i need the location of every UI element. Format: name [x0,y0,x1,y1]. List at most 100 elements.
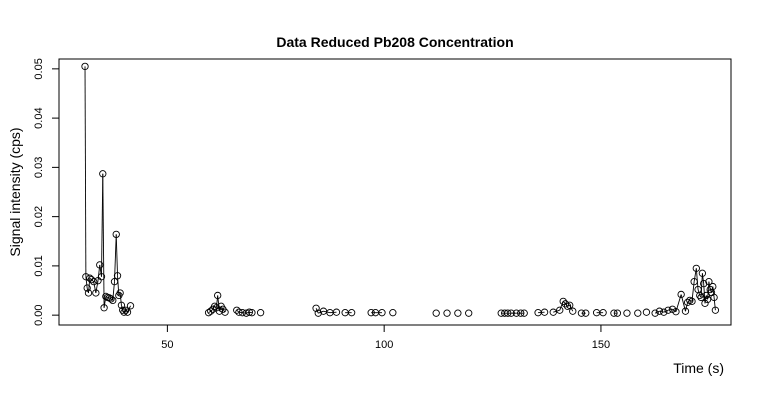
series-line-segment [315,308,319,314]
series-line-segment [693,268,697,282]
series-line-segment [103,296,107,308]
data-point [81,62,89,71]
data-point [701,299,709,307]
series-line-segment [102,173,105,308]
x-axis: 50 100 150 [161,325,610,351]
data-point [113,272,122,280]
series-line-segment [675,294,682,312]
data-point [540,308,549,316]
data-point [664,306,672,314]
data-point [443,309,451,317]
series-line-segment [220,306,224,310]
data-point [569,307,577,315]
data-point [389,309,397,317]
data-point [677,290,685,299]
data-point [117,301,126,309]
data-point [681,307,690,315]
x-tick-label: 50 [161,339,173,351]
data-point [577,309,586,317]
series-line-segment [663,309,669,313]
series-line-segment [701,273,705,284]
series-line-segment [700,273,703,298]
data-point [692,264,700,273]
chart-title: Data Reduced Pb208 Concentration [276,34,513,50]
data-point [207,307,215,315]
data-point [520,309,528,317]
data-point [623,309,631,317]
data-point [454,309,462,317]
data-point [332,308,341,316]
series-line-segment [318,310,324,314]
data-point [126,302,135,310]
series-line-segment [562,301,566,305]
data-point [711,306,720,314]
data-point [700,279,708,288]
data-point [512,309,521,317]
data-point [256,309,265,317]
data-point [83,284,91,292]
data-point [245,308,253,316]
data-point [655,307,664,315]
data-point [634,309,642,317]
data-point [314,309,322,317]
data-point [610,309,618,317]
y-axis: 0.00 0.01 0.02 0.03 0.04 0.05 [33,58,59,326]
data-point [672,308,680,316]
series-line-segment [115,234,118,276]
data-point [507,309,515,317]
series-line-segment [668,308,673,311]
data-point [465,309,473,317]
data-point [122,306,130,314]
data-point [561,300,570,308]
series-line-segment [91,279,94,282]
data-point [221,308,229,316]
data-point [242,309,250,317]
data-point [99,170,107,178]
data-point [690,278,698,286]
series-line-segment [119,292,122,306]
data-point [116,289,124,297]
data-point [517,309,525,317]
data-point [120,308,128,316]
data-point [651,309,659,317]
data-point [698,269,707,277]
data-point [92,289,100,297]
series-line-segment [659,310,664,313]
data-point [248,309,256,317]
plot-frame [58,58,732,326]
data-point [504,309,512,317]
data-point [112,230,120,239]
data-point [82,273,90,281]
data-point [660,308,668,316]
data-point [214,291,222,300]
data-point [107,295,115,303]
series-line-segment [685,302,689,312]
x-tick-label: 150 [592,339,610,351]
data-point [556,306,564,314]
data-point [688,297,696,306]
x-axis-label: Time (s) [673,360,724,376]
series-line-segment [713,297,716,311]
data-point [705,278,713,286]
data-point [235,308,243,316]
series-points [81,62,720,317]
y-tick-label: 0.03 [33,157,45,178]
data-point [215,307,224,315]
series-line-segment [93,281,97,294]
series-line-segment [84,66,87,277]
data-point [97,273,106,281]
data-point [710,293,718,302]
data-point [599,309,607,317]
data-point [697,293,705,302]
data-point [709,282,717,291]
data-point [367,309,375,317]
data-point [238,309,247,317]
data-point [96,261,104,269]
series-line-segment [236,309,240,313]
data-point [549,308,557,316]
data-point [582,309,590,317]
y-tick-label: 0.02 [33,206,45,227]
y-tick-label: 0.05 [33,58,45,79]
series-line-segment [95,280,99,294]
